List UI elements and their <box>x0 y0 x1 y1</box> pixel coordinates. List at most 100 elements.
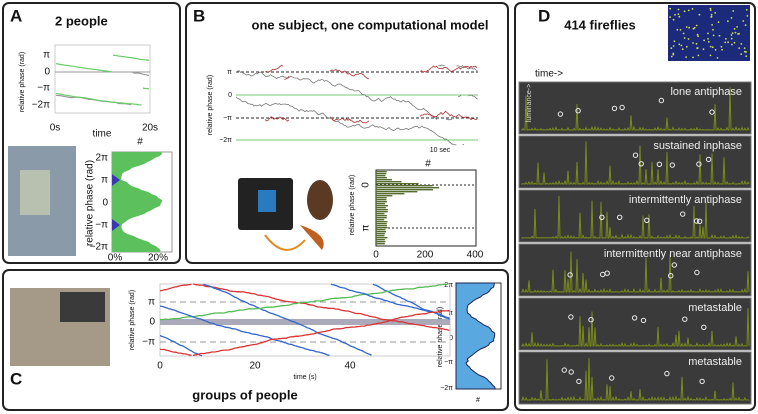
flash-marker <box>575 108 581 114</box>
hist-bar <box>376 183 419 185</box>
hist-bar <box>376 195 393 197</box>
flash-marker <box>576 378 582 385</box>
flash-marker <box>631 315 638 321</box>
firefly-dot <box>695 24 698 27</box>
firefly-dot <box>727 20 729 23</box>
x-tick-label: 20s <box>142 123 158 134</box>
firefly-dot <box>673 40 676 43</box>
firefly-dot <box>746 15 749 17</box>
hist-bar <box>376 189 433 191</box>
firefly-dot <box>745 8 748 11</box>
flash-marker <box>609 375 615 381</box>
panel-letter: B <box>193 6 205 25</box>
phase-trace <box>235 64 478 121</box>
y-tick-label: −2π <box>32 100 50 111</box>
arrow <box>264 234 306 251</box>
firefly-dot <box>678 15 681 18</box>
person <box>307 180 333 220</box>
flash-marker <box>567 272 573 278</box>
flash-marker <box>638 161 644 167</box>
firefly-dot <box>716 57 719 59</box>
firefly-dot <box>709 7 712 10</box>
firefly-dot <box>736 26 738 28</box>
flash-marker <box>664 370 670 377</box>
monitor-screen <box>258 190 276 212</box>
histogram <box>112 152 163 252</box>
y-axis-label: relative phase (rad) <box>129 290 136 350</box>
firefly-dot <box>672 53 675 56</box>
firefly-dot <box>670 47 673 49</box>
y-tick-label: π <box>101 175 108 186</box>
firefly-dot <box>743 47 746 49</box>
hist-bar <box>376 207 386 209</box>
firefly-dot <box>687 38 690 40</box>
firefly-dot <box>709 45 712 48</box>
panel-title: 2 people <box>55 13 108 28</box>
photo-detail <box>60 292 105 322</box>
hist-bar <box>376 201 387 203</box>
flash-marker <box>668 273 674 279</box>
panel-title: one subject, one computational model <box>252 17 489 32</box>
row-label: sustained inphase <box>653 140 742 152</box>
flash-marker <box>619 104 625 111</box>
firefly-dot <box>714 49 717 51</box>
flash-marker <box>640 317 647 324</box>
firefly-dot <box>712 28 714 31</box>
flash-marker <box>599 214 605 221</box>
firefly-dot <box>698 13 701 16</box>
y-axis-label: relative phase (rad) <box>19 52 26 112</box>
firefly-dot <box>680 44 683 47</box>
hist-bar <box>376 179 392 181</box>
row-label: metastable <box>688 356 742 368</box>
flash-marker <box>632 152 639 158</box>
firefly-dot <box>710 16 713 18</box>
y-tick-label: 0 <box>102 198 108 209</box>
flash-marker <box>671 262 677 268</box>
firefly-dot <box>725 38 727 40</box>
firefly-dot <box>707 32 709 35</box>
luminance-trace <box>521 308 750 347</box>
firefly-dot <box>687 9 690 12</box>
phase-trace <box>159 283 450 357</box>
firefly-dot <box>702 48 705 51</box>
firefly-dot <box>745 55 748 58</box>
y-tick-label: 0 <box>44 67 50 78</box>
firefly-dot <box>683 37 686 39</box>
flash-marker <box>701 324 707 330</box>
hist-peak-marker <box>112 219 120 231</box>
hist-bar <box>376 225 387 227</box>
firefly-dot <box>744 24 747 26</box>
y-axis-label: relative phase (rad) <box>437 307 444 367</box>
panel-b-frame <box>185 2 509 264</box>
firefly-dot <box>733 28 736 30</box>
hist-bar <box>376 237 388 239</box>
hist-bar <box>376 213 385 215</box>
x-tick-label: 20 <box>249 361 261 372</box>
firefly-dot <box>710 13 713 16</box>
y-tick-label: −π <box>223 115 232 122</box>
y-axis-label: relative phase (rad) <box>85 160 96 246</box>
luminance-trace <box>521 195 750 239</box>
flash-marker <box>644 217 650 224</box>
firefly-dot <box>734 31 737 34</box>
flash-marker <box>588 317 594 323</box>
flash-marker <box>697 218 703 225</box>
phase-trace <box>235 94 478 146</box>
flash-marker <box>557 111 564 117</box>
firefly-dot <box>740 53 743 55</box>
histogram <box>455 282 496 390</box>
firefly-dot <box>730 34 733 36</box>
hist-bar <box>376 227 388 229</box>
plot-area <box>54 44 151 114</box>
phase-trace <box>55 71 150 106</box>
panel-letter: A <box>10 6 22 25</box>
flash-marker <box>611 105 618 112</box>
y-axis-label: relative phase (rad) <box>207 75 214 135</box>
panel-a-frame <box>2 2 181 264</box>
firefly-dot <box>697 54 700 57</box>
y-tick-label: −π <box>142 337 155 348</box>
firefly-dot <box>695 42 698 45</box>
x-tick-label: 0s <box>50 123 61 134</box>
y-tick-label: π <box>43 50 50 61</box>
firefly-dot <box>711 46 714 49</box>
